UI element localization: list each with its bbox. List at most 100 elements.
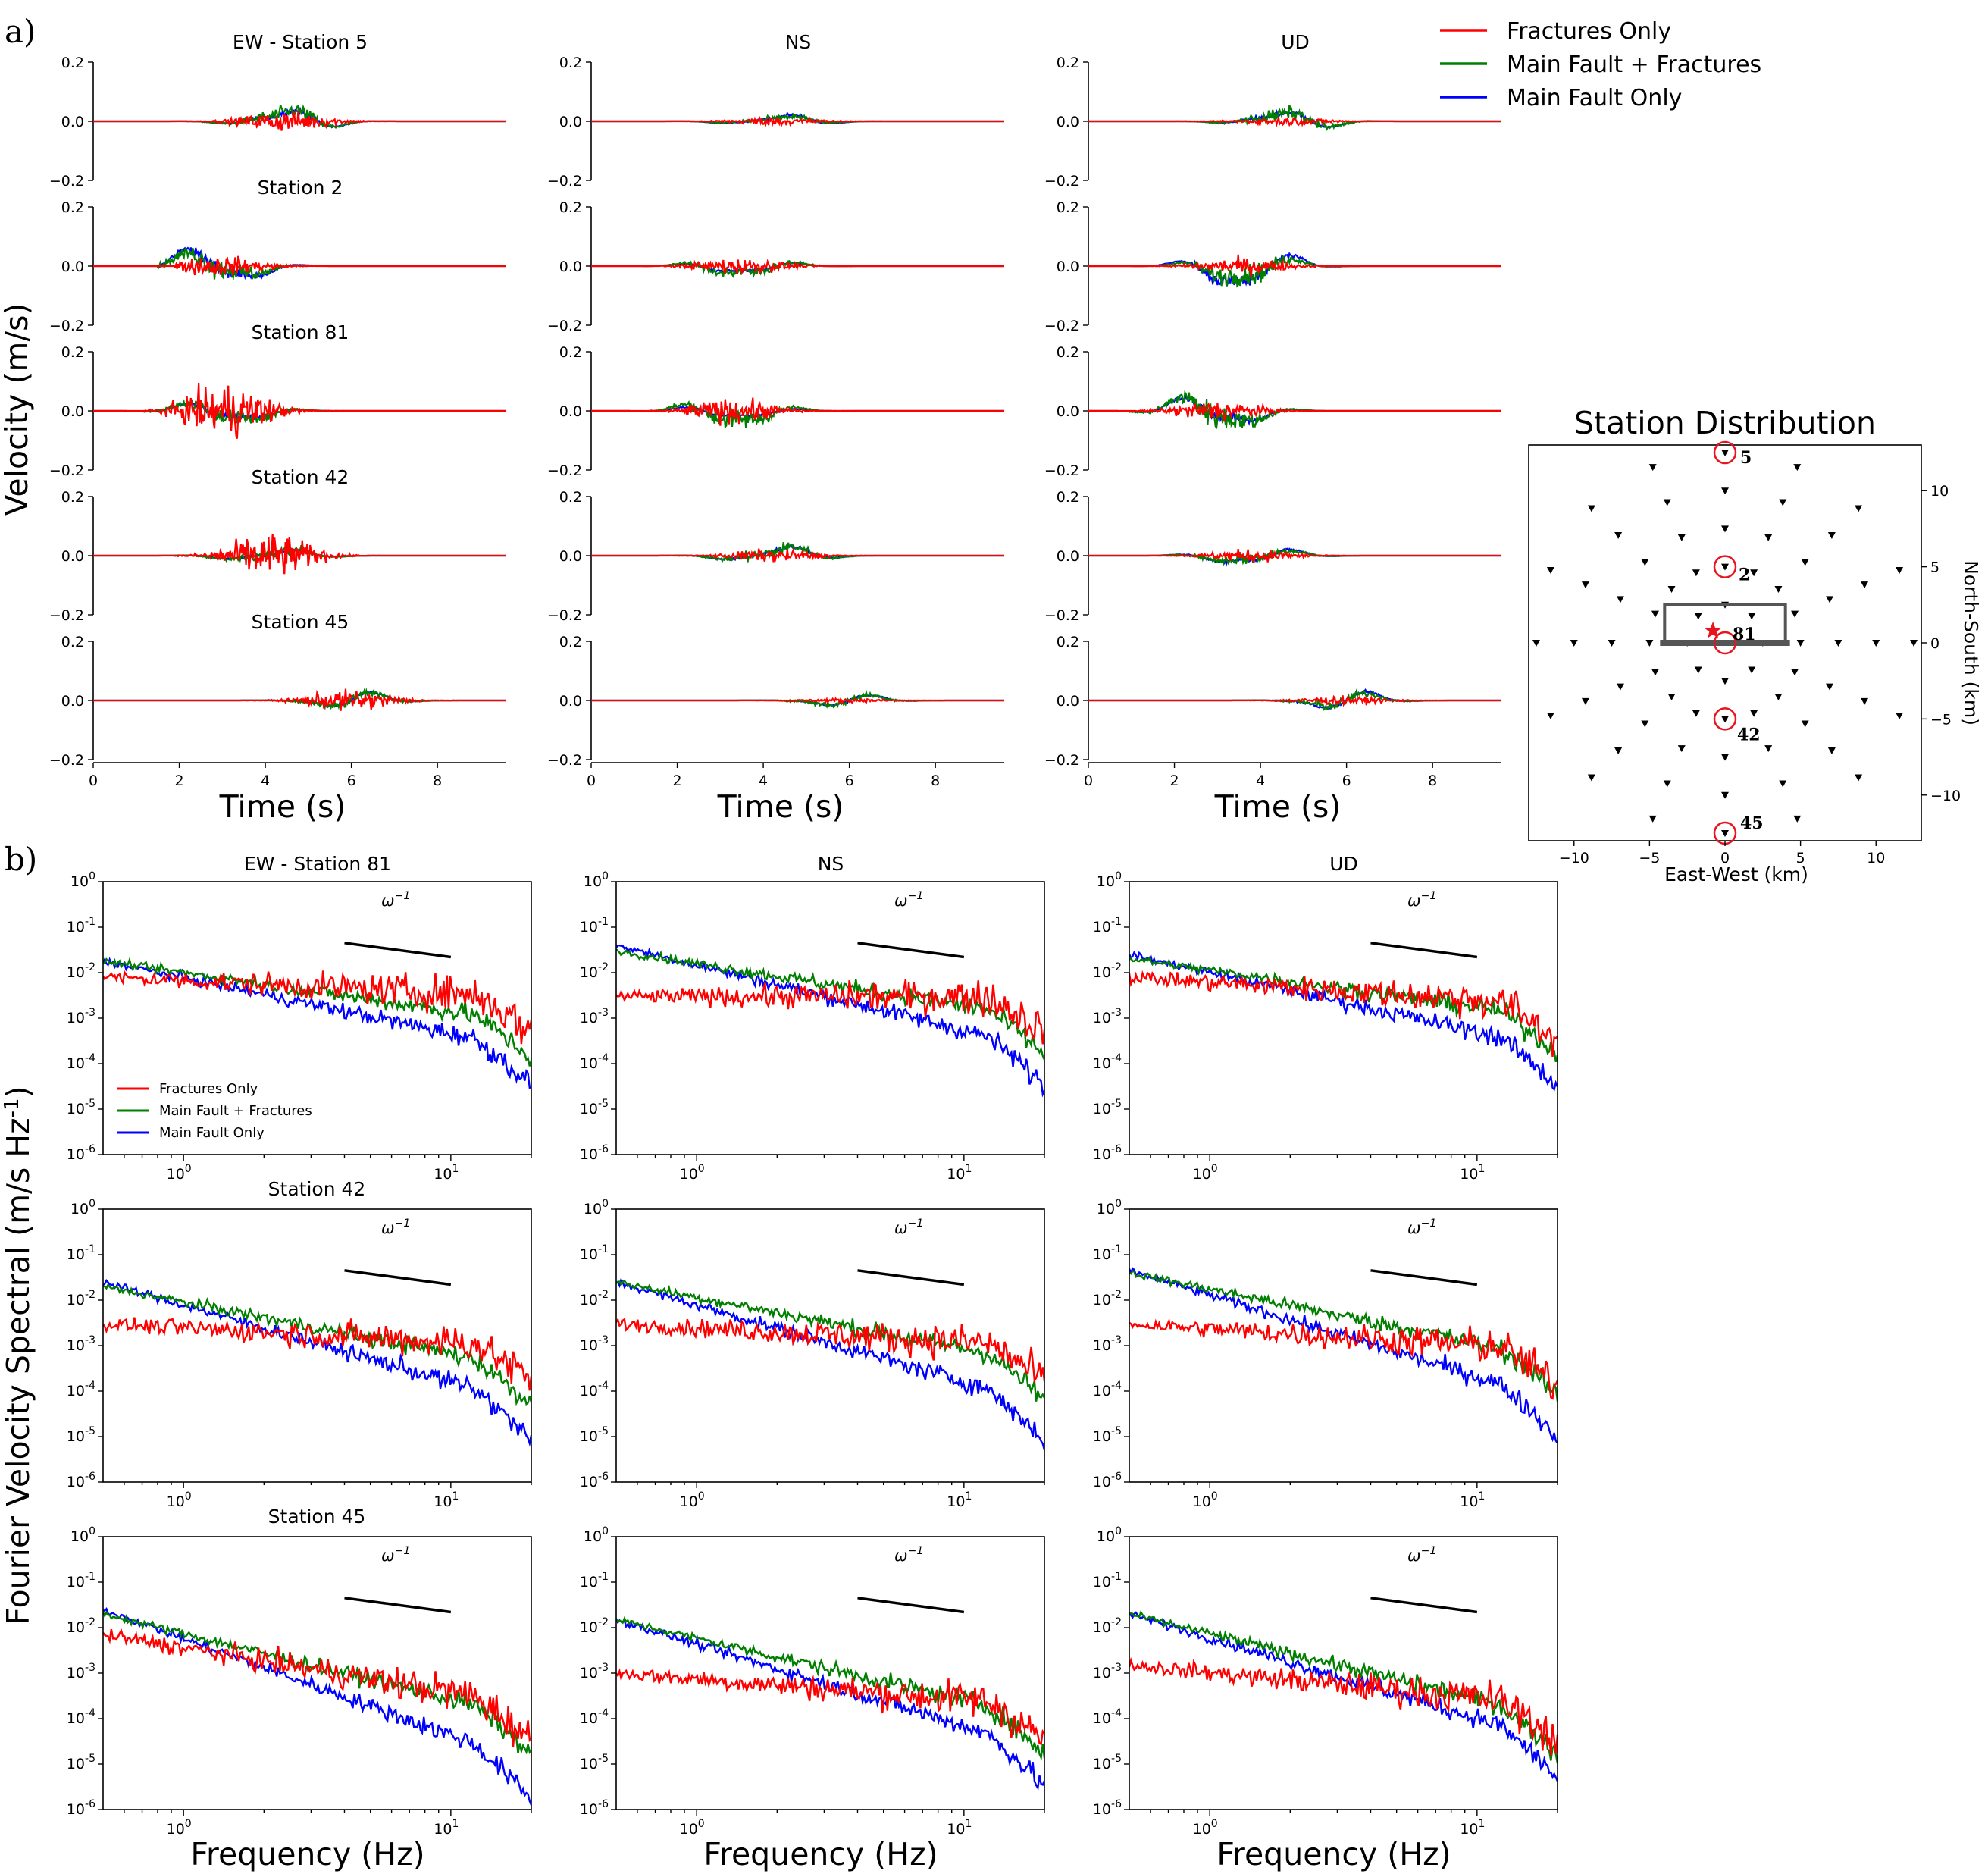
tick-base: 10	[67, 1010, 85, 1026]
y-tick-label: 10-1	[1093, 1571, 1122, 1590]
y-tick-label: 10-6	[580, 1143, 609, 1163]
tick-base: 10	[67, 1801, 85, 1818]
tick-base: 10	[70, 873, 89, 890]
map-title: Station Distribution	[1574, 405, 1876, 441]
omega-exponent: −1	[395, 1545, 411, 1557]
waveform-main-fault-only	[1088, 688, 1501, 710]
x-tick-label: 100	[680, 1163, 705, 1183]
y-tick-label: 10-3	[67, 1007, 95, 1026]
tick-exp: -5	[598, 1753, 609, 1765]
tick-base: 10	[67, 1665, 85, 1681]
station-marker	[1791, 669, 1799, 676]
tick-base: 10	[67, 1246, 85, 1263]
tick-exp: -3	[1111, 1334, 1122, 1346]
station-marker	[1748, 613, 1756, 620]
waveform-fractures-only	[591, 547, 1004, 563]
reference-slope-line	[857, 1597, 965, 1614]
station-marker	[1896, 566, 1904, 574]
tick-base: 10	[580, 1101, 598, 1117]
tick-exp: 0	[602, 870, 609, 882]
x-tick-label: 0	[587, 772, 596, 789]
tick-exp: -4	[85, 1380, 95, 1392]
x-tick-label: 6	[845, 772, 854, 789]
tick-exp: -1	[85, 1243, 95, 1255]
reference-slope-label: ω−1	[894, 1545, 923, 1565]
y-tick-label: −10	[1930, 788, 1961, 804]
station-marker	[1570, 640, 1578, 647]
x-tick-label: −10	[1559, 850, 1589, 866]
tick-base: 10	[1460, 1821, 1478, 1838]
station-marker	[1581, 697, 1589, 705]
tick-exp: -3	[85, 1662, 95, 1674]
y-tick-label: 0.2	[1057, 344, 1079, 361]
x-tick-label: 2	[174, 772, 183, 789]
reference-slope-label: ω−1	[381, 1217, 410, 1237]
tick-exp: 1	[1478, 1490, 1485, 1503]
station-marker	[1663, 499, 1671, 506]
station-marker	[1721, 829, 1729, 837]
tick-exp: 0	[1115, 1525, 1122, 1537]
station-marker	[1692, 569, 1700, 577]
reference-slope-line	[1370, 1597, 1478, 1614]
tick-exp: 1	[452, 1163, 459, 1175]
reference-slope-label: ω−1	[894, 890, 923, 910]
y-tick-label: 0.0	[1057, 548, 1079, 565]
y-tick-label: 10-2	[67, 961, 95, 981]
y-tick-label: 10-1	[1093, 916, 1122, 935]
x-tick-label: 100	[1193, 1163, 1218, 1183]
tick-exp: -1	[598, 916, 609, 928]
y-tick-label: 10-2	[580, 1289, 609, 1308]
omega-symbol: ω	[894, 1219, 908, 1237]
y-tick-label: −0.2	[49, 607, 84, 624]
y-tick-label: 10-3	[1093, 1334, 1122, 1354]
tick-exp: 0	[89, 870, 95, 882]
tick-base: 10	[1093, 1146, 1111, 1163]
tick-exp: -3	[85, 1334, 95, 1346]
station-marker	[1896, 713, 1904, 720]
y-tick-label: 10-2	[580, 1616, 609, 1636]
station-marker	[1834, 640, 1842, 647]
tick-exp: -2	[598, 1289, 609, 1301]
tick-base: 10	[580, 1337, 598, 1354]
waveform-fractures-only	[93, 382, 506, 439]
tick-base: 10	[70, 1201, 89, 1217]
x-tick-label: 0	[1720, 850, 1730, 866]
station-marker	[1648, 464, 1657, 472]
tick-base: 10	[67, 1756, 85, 1772]
epicenter-star	[1704, 621, 1722, 638]
y-tick-label: 10-6	[67, 1143, 95, 1163]
frequency-xlabel: Frequency (Hz)	[703, 1836, 938, 1872]
velocity-row-title: Station 45	[252, 611, 349, 633]
y-tick-label: −0.2	[547, 607, 582, 624]
omega-exponent: −1	[1421, 1217, 1437, 1230]
reference-slope-label: ω−1	[1407, 1545, 1436, 1565]
plot-frame	[615, 881, 1045, 1155]
tick-exp: -6	[85, 1471, 95, 1483]
waveform-main-fault-only	[1088, 252, 1501, 287]
velocity-subplot-r3-c3: 0.2 0.0 −0.2	[1044, 344, 1501, 479]
station-marker	[1721, 791, 1729, 799]
panel-label-b: b)	[5, 841, 37, 878]
waveform-fractures-only	[93, 534, 506, 575]
tick-exp: -1	[1111, 1571, 1122, 1583]
tick-base: 10	[1093, 1055, 1111, 1072]
y-tick-label: 0.0	[559, 693, 582, 710]
station-marker	[1861, 581, 1869, 589]
y-tick-label: 0.2	[61, 489, 84, 506]
waveform-fractures-only	[1088, 254, 1501, 277]
y-tick-label: 0.2	[1057, 489, 1079, 506]
spectrum-lines	[616, 945, 1044, 1098]
tick-base: 10	[167, 1493, 185, 1510]
omega-exponent: −1	[1421, 1545, 1437, 1557]
x-tick-label: 6	[1342, 772, 1351, 789]
tick-base: 10	[67, 964, 85, 981]
y-tick-label: 0.2	[559, 199, 582, 216]
tick-base: 10	[67, 1710, 85, 1727]
spectrum-fractures-only	[1129, 1318, 1558, 1400]
y-tick-label: 10-3	[580, 1334, 609, 1354]
y-tick-label: 10-5	[580, 1753, 609, 1772]
